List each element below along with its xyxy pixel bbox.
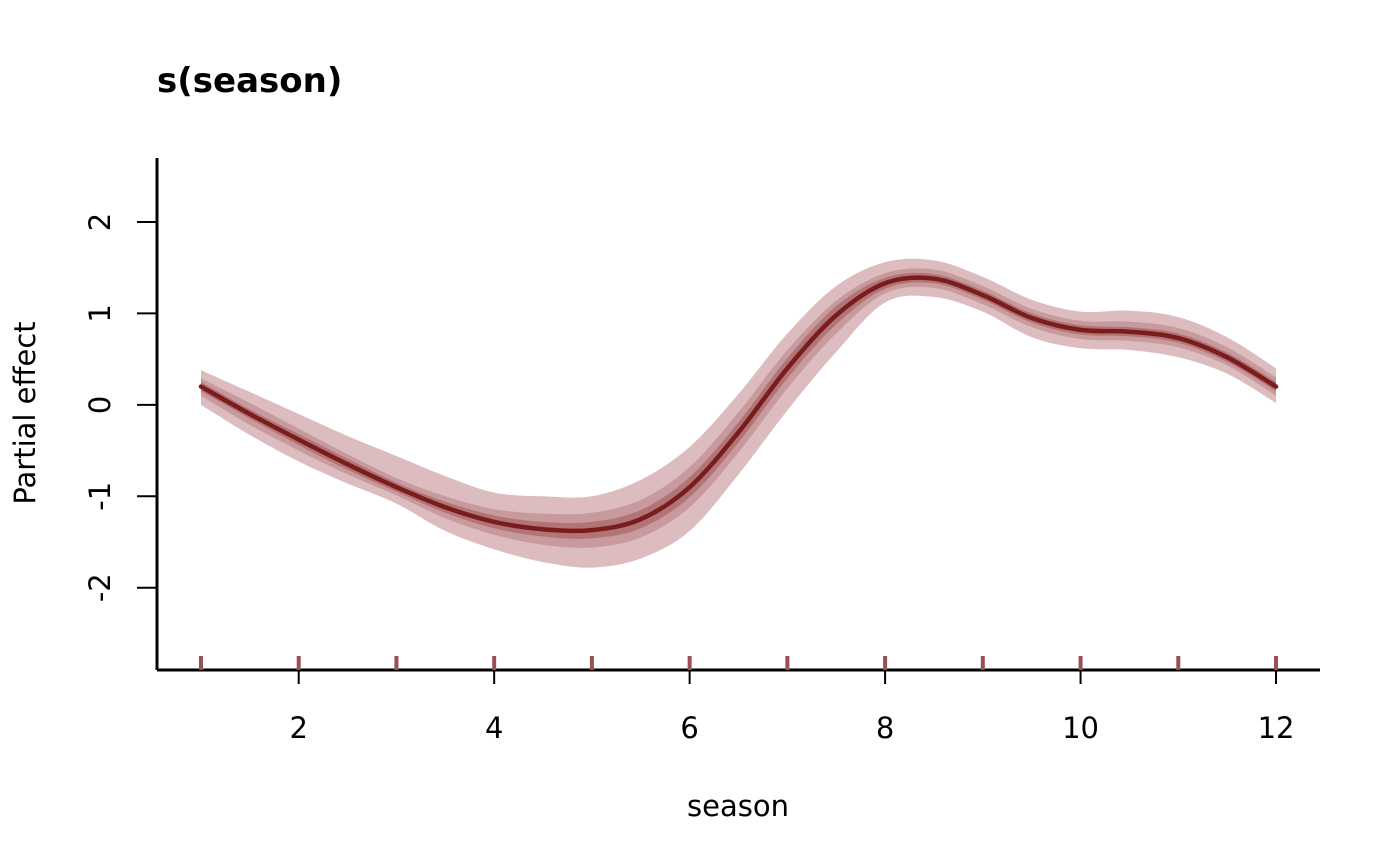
rug-marks — [198, 656, 1279, 670]
x-tick-label: 10 — [1062, 711, 1099, 745]
y-tick-label: -1 — [83, 482, 117, 511]
x-tick-label: 8 — [876, 711, 894, 745]
credible-bands — [200, 258, 1277, 568]
y-ticks: -2 -1 0 1 2 — [83, 213, 157, 602]
x-axis-label: season — [687, 789, 789, 823]
y-tick-label: -2 — [83, 573, 117, 602]
smooth-curve — [198, 275, 1279, 534]
chart-title: s(season) — [157, 61, 342, 101]
x-tick-label: 4 — [485, 711, 503, 745]
y-axis-label: Partial effect — [8, 321, 42, 504]
y-tick-label: 1 — [83, 304, 117, 322]
x-tick-label: 2 — [289, 711, 307, 745]
y-tick-label: 2 — [83, 213, 117, 231]
x-tick-label: 12 — [1258, 711, 1295, 745]
y-tick-label: 0 — [83, 396, 117, 414]
x-ticks: 2 4 6 8 10 12 — [289, 670, 1294, 745]
x-tick-label: 6 — [680, 711, 698, 745]
